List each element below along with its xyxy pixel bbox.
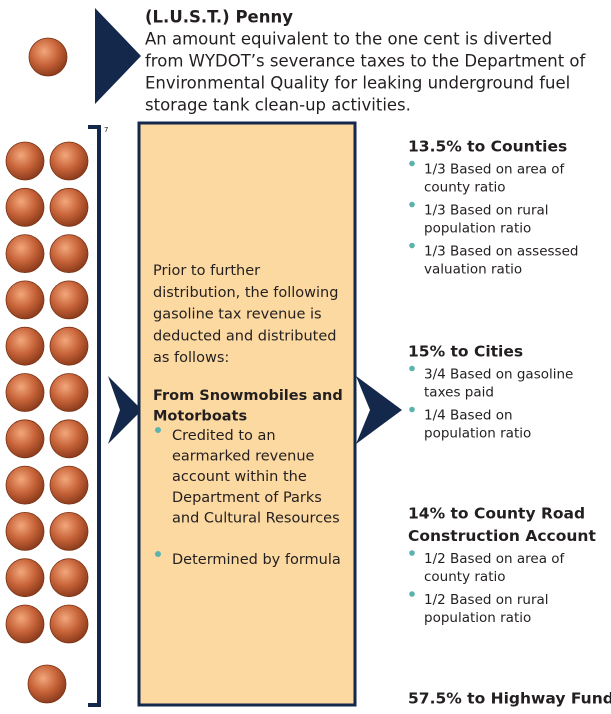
bullet-line: 3/4 Based on gasoline: [424, 367, 573, 383]
penny: [50, 559, 88, 597]
bullet: [155, 551, 161, 557]
bullet-line: population ratio: [424, 221, 531, 237]
penny: [50, 374, 88, 412]
penny: [6, 235, 44, 273]
penny: [6, 327, 44, 365]
pennies: [6, 38, 88, 703]
intro-line: deducted and distributed: [153, 328, 336, 344]
penny: [6, 605, 44, 643]
distribution-heading: 15% to Cities: [408, 343, 523, 361]
bullet: [409, 550, 415, 556]
bullet-line: population ratio: [424, 426, 531, 442]
description-line: An amount equivalent to the one cent is …: [145, 30, 552, 49]
description-line: from WYDOT’s severance taxes to the Depa…: [145, 52, 587, 71]
bullet-line: county ratio: [424, 569, 506, 585]
penny: [28, 665, 66, 703]
penny: [6, 374, 44, 412]
bullet: [409, 161, 415, 167]
bullet: [409, 407, 415, 413]
arrow: [356, 376, 402, 444]
distribution-heading: 13.5% to Counties: [408, 138, 567, 156]
distribution-heading: Construction Account: [408, 527, 596, 545]
penny: [6, 142, 44, 180]
bullet-line: Credited to an: [172, 428, 276, 444]
bullet: [409, 202, 415, 208]
bullet-line: 1/3 Based on assessed: [424, 244, 578, 260]
bullet-line: county ratio: [424, 180, 506, 196]
penny: [50, 512, 88, 550]
bullet-line: Department of Parks: [172, 490, 322, 506]
footnote-mark: 7: [104, 126, 108, 134]
bullet-line: valuation ratio: [424, 262, 522, 278]
intro-line: gasoline tax revenue is: [153, 307, 322, 323]
bullet-line: Determined by formula: [172, 552, 341, 568]
diagram: 7 (L.U.S.T.) Penny An amount equivalent …: [0, 0, 611, 710]
bullet-line: 1/3 Based on rural: [424, 203, 549, 219]
penny: [6, 281, 44, 319]
penny: [29, 38, 67, 76]
bullet: [409, 591, 415, 597]
penny: [6, 466, 44, 504]
bullet-line: account within the: [172, 469, 307, 485]
bullet-line: and Cultural Resources: [172, 510, 340, 526]
page: {"lust": {"title": "(L.U.S.T.) Penny", "…: [0, 0, 611, 710]
penny: [50, 466, 88, 504]
penny: [6, 420, 44, 458]
box-heading: Motorboats: [153, 409, 247, 425]
penny: [50, 142, 88, 180]
description-line: Environmental Quality for leaking underg…: [145, 74, 570, 93]
penny: [50, 235, 88, 273]
penny: [50, 188, 88, 226]
bullet: [409, 366, 415, 372]
bullet-line: 1/3 Based on area of: [424, 162, 566, 178]
description-line: storage tank clean-up activities.: [145, 96, 411, 115]
penny: [50, 281, 88, 319]
intro-line: Prior to further: [153, 263, 260, 279]
penny: [50, 420, 88, 458]
bullet-line: taxes paid: [424, 385, 494, 401]
title: (L.U.S.T.) Penny: [145, 8, 293, 27]
bullet-line: earmarked revenue: [172, 449, 315, 465]
bullet-line: population ratio: [424, 610, 531, 626]
distribution-heading: 57.5% to Highway Fund: [408, 690, 611, 708]
bracket: [88, 127, 99, 705]
box-heading: From Snowmobiles and: [153, 388, 343, 404]
penny: [50, 327, 88, 365]
bullet-line: 1/4 Based on: [424, 408, 513, 424]
bullet: [409, 243, 415, 249]
bullet-line: 1/2 Based on rural: [424, 592, 549, 608]
intro-line: as follows:: [153, 350, 229, 366]
arrow: [108, 376, 142, 444]
penny: [6, 512, 44, 550]
bullet: [155, 427, 161, 433]
penny: [50, 605, 88, 643]
arrow: [95, 8, 141, 104]
bullet-line: 1/2 Based on area of: [424, 551, 566, 567]
distribution-heading: 14% to County Road: [408, 505, 585, 523]
penny: [6, 559, 44, 597]
penny: [6, 188, 44, 226]
intro-line: distribution, the following: [153, 285, 338, 301]
